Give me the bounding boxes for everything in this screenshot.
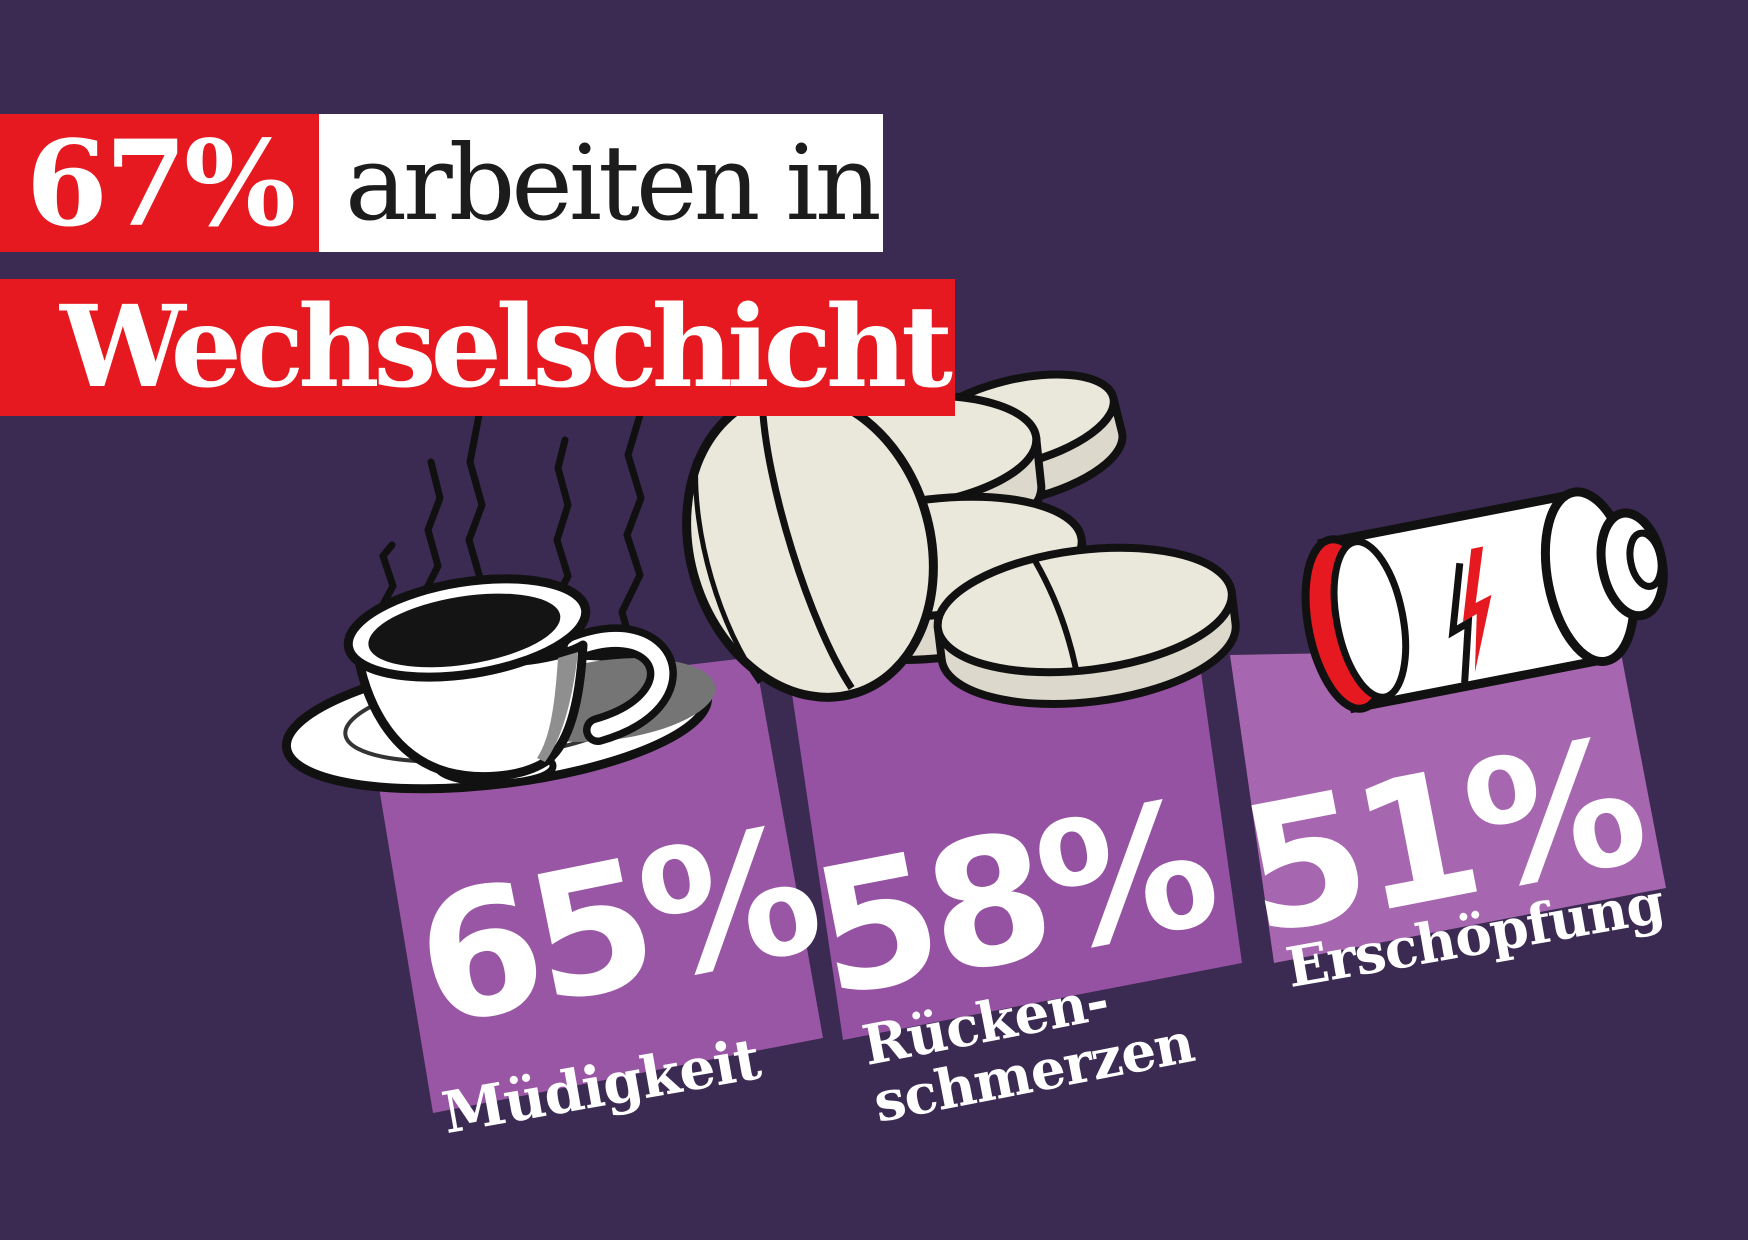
cup-handle xyxy=(560,624,677,745)
headline-keyword-badge: Wechselschicht xyxy=(0,279,955,416)
headline-text: arbeiten in xyxy=(345,122,882,244)
coffee-cup-icon xyxy=(281,388,716,794)
lightning-bolt xyxy=(1463,546,1492,673)
coffee xyxy=(368,593,561,668)
lightning-bolt-shadow xyxy=(1448,562,1473,683)
pill-lone xyxy=(933,543,1240,708)
headline-stat-value: 67% xyxy=(25,113,296,253)
pills-icon xyxy=(682,370,1240,708)
low-battery-icon xyxy=(1301,487,1668,714)
headline-stat-badge: 67% xyxy=(0,113,319,253)
cup-rim xyxy=(343,574,591,682)
headline-text-box: arbeiten in xyxy=(319,114,883,252)
pill-standing xyxy=(682,388,938,702)
card-2-panel xyxy=(787,644,1242,1040)
card-3-panel xyxy=(1230,648,1666,963)
headline-row-1: 67% arbeiten in xyxy=(0,113,883,253)
headline-keyword: Wechselschicht xyxy=(60,282,953,413)
